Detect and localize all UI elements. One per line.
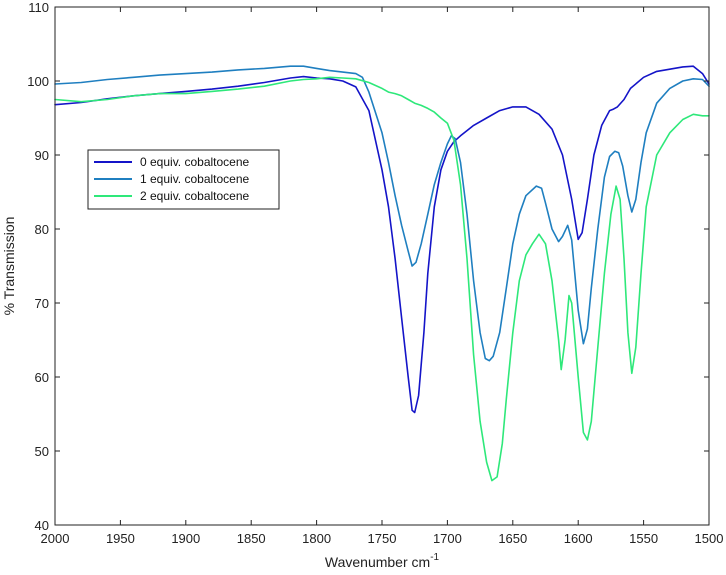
x-tick-label: 1900 bbox=[171, 531, 200, 546]
x-axis-title-superscript: -1 bbox=[430, 552, 439, 563]
y-tick-label: 110 bbox=[28, 0, 49, 15]
series-line-0 bbox=[54, 65, 710, 414]
plot-frame bbox=[54, 6, 710, 526]
x-tick-label: 1750 bbox=[368, 531, 397, 546]
y-tick-label: 80 bbox=[35, 222, 49, 237]
x-axis-title-main: Wavenumber cm bbox=[325, 554, 430, 570]
y-tick-label: 90 bbox=[35, 148, 49, 163]
series-line-1 bbox=[54, 65, 710, 362]
legend-label-0: 0 equiv. cobaltocene bbox=[140, 155, 250, 169]
series-layer bbox=[54, 65, 710, 482]
x-tick-label: 1600 bbox=[564, 531, 593, 546]
x-tick-label: 2000 bbox=[41, 531, 70, 546]
y-tick-label: 50 bbox=[35, 444, 49, 459]
x-tick-label: 1650 bbox=[498, 531, 527, 546]
y-axis-title: % Transmission bbox=[1, 217, 17, 316]
y-tick-label: 40 bbox=[35, 518, 49, 533]
legend-entries: 0 equiv. cobaltocene 1 equiv. cobaltocene… bbox=[94, 155, 250, 203]
tick-layer: 2000 1950 1900 1850 1800 1750 1700 1650 1600 1550… bbox=[27, 0, 723, 546]
x-tick-label: 1550 bbox=[629, 531, 658, 546]
x-tick-label: 1500 bbox=[695, 531, 724, 546]
legend: 0 equiv. cobaltocene 1 equiv. cobaltocene… bbox=[87, 149, 280, 210]
legend-label-1: 1 equiv. cobaltocene bbox=[140, 172, 250, 186]
x-tick-label: 1700 bbox=[433, 531, 462, 546]
x-tick-label: 1800 bbox=[302, 531, 331, 546]
x-tick-label: 1950 bbox=[106, 531, 135, 546]
legend-label-2: 2 equiv. cobaltocene bbox=[140, 189, 250, 203]
y-tick-label: 60 bbox=[35, 370, 49, 385]
series-line-2 bbox=[54, 76, 710, 482]
y-tick-label: 70 bbox=[35, 296, 49, 311]
x-tick-label: 1850 bbox=[237, 531, 266, 546]
x-axis-title: Wavenumber cm-1 bbox=[325, 552, 440, 570]
y-tick-label: 100 bbox=[27, 74, 49, 89]
